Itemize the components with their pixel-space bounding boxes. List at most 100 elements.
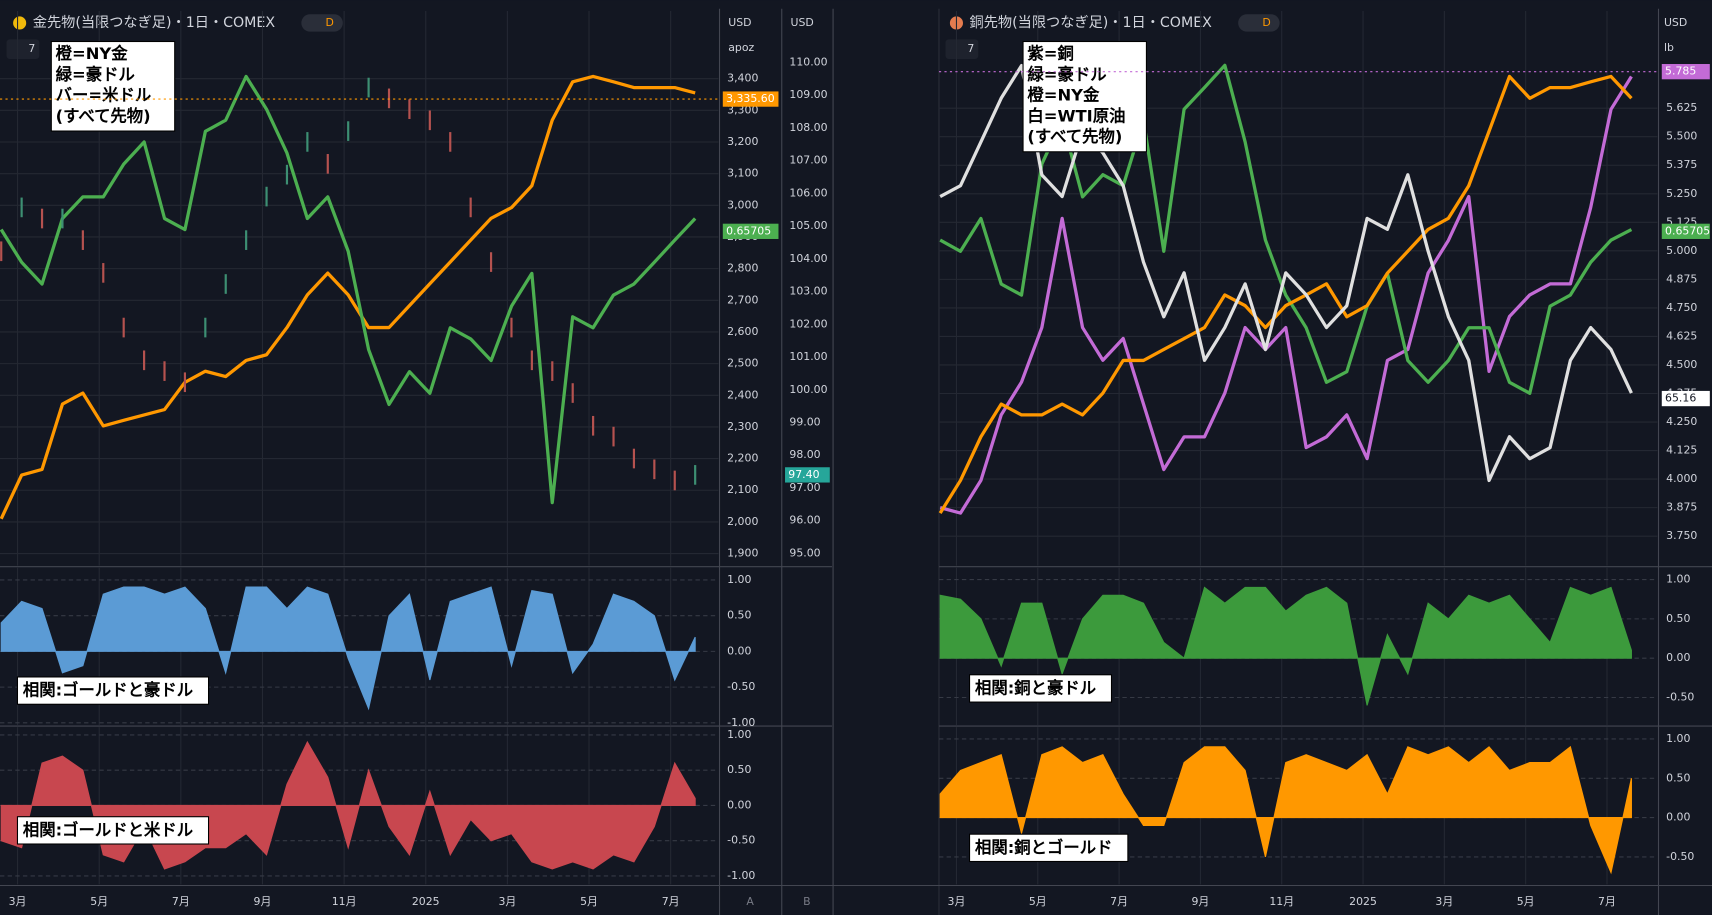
y-tick-label: -0.50 [1666, 850, 1694, 863]
price-bar [469, 197, 472, 218]
price-bar [367, 77, 370, 98]
legend-entry: 橙=NY金 [56, 44, 129, 63]
axis-currency: USD [728, 16, 751, 29]
y-tick-label: 0.50 [727, 763, 751, 776]
price-bar [183, 372, 187, 393]
y-tick-label: 4.250 [1666, 415, 1697, 428]
correlation-label: 相関:ゴールドと豪ドル [23, 681, 193, 700]
y-tick-label: 0.50 [727, 609, 751, 622]
y-tick-label: 0.00 [1666, 651, 1690, 664]
x-tick-label: 5月 [90, 895, 108, 908]
price-bar [347, 121, 350, 141]
y2-tick-label: 100.00 [789, 383, 827, 396]
price-bar [673, 470, 676, 491]
legend-entry: 紫=銅 [1027, 44, 1073, 63]
series-line [938, 74, 1633, 514]
price-bar [612, 426, 615, 447]
y-tick-label: 4.500 [1666, 358, 1697, 371]
y2-tick-label: 109.00 [789, 88, 827, 101]
price-label: 97.40 [788, 468, 819, 481]
price-label-box [785, 467, 830, 483]
x-tick-label: 3月 [498, 895, 516, 908]
y2-tick-label: 104.00 [789, 252, 827, 265]
correlation-label: 相関:ゴールドと米ドル [23, 820, 193, 839]
y-tick-label: 2,500 [727, 357, 758, 370]
y-tick-label: 4.125 [1666, 444, 1697, 457]
y2-tick-label: 98.00 [789, 448, 820, 461]
y-tick-label: 0.50 [1666, 771, 1690, 784]
price-bar [449, 132, 452, 152]
price-bar [530, 350, 533, 371]
correlation-label-box [16, 676, 210, 705]
y-tick-label: 2,000 [727, 515, 758, 528]
y2-tick-label: 99.00 [789, 416, 820, 429]
legend-box [50, 40, 176, 132]
interval-pill[interactable] [301, 14, 343, 32]
legend-box [1022, 40, 1147, 153]
collapse-button[interactable] [6, 39, 40, 59]
price-bar [61, 208, 64, 229]
series-line [939, 64, 1633, 483]
price-label: 5.785 [1665, 65, 1696, 78]
y2-tick-label: 106.00 [789, 186, 827, 199]
price-label: 3,335.60 [726, 92, 775, 105]
series-line [0, 74, 696, 520]
y-tick-label: 5.250 [1666, 187, 1697, 200]
y-tick-label: 0.00 [1666, 811, 1690, 824]
y-tick-label: 5.000 [1666, 244, 1697, 257]
y-tick-label: 3.875 [1666, 501, 1697, 514]
price-bar [571, 383, 574, 403]
interval-pill[interactable] [1238, 14, 1280, 32]
y2-tick-label: 107.00 [789, 154, 827, 167]
correlation-area [939, 745, 1632, 875]
price-bar [122, 317, 125, 338]
price-bar [551, 361, 554, 381]
y-tick-label: 3,000 [727, 198, 758, 211]
price-label: 0.65705 [1665, 224, 1710, 237]
y2-tick-label: 110.00 [789, 55, 827, 68]
axis-unit: apoz [728, 41, 754, 54]
y-tick-label: 2,700 [727, 293, 758, 306]
price-label-box [1661, 223, 1710, 239]
price-label-box [722, 223, 779, 239]
collapse-count: 7 [967, 42, 974, 55]
y-tick-label: -1.00 [727, 869, 755, 882]
x-tick-label: 5月 [1517, 895, 1535, 908]
x-tick-label: 5月 [1029, 895, 1047, 908]
collapse-button[interactable] [945, 39, 979, 59]
legend-entry: 白=WTI原油 [1027, 106, 1125, 125]
price-bar [632, 448, 636, 469]
correlation-label-box [16, 816, 210, 845]
x-tick-label: 7月 [172, 895, 190, 908]
y2-tick-label: 103.00 [789, 285, 827, 298]
scale-button[interactable]: A [746, 895, 754, 908]
y-tick-label: -1.00 [727, 716, 755, 729]
chart-title: 銅先物(当限つなぎ足)・1日・COMEX [970, 15, 1213, 31]
y-tick-label: 0.00 [727, 798, 751, 811]
y-tick-label: 2,600 [727, 325, 758, 338]
y-tick-label: 4.875 [1666, 272, 1697, 285]
y-tick-label: -0.50 [727, 680, 755, 693]
legend-entry: 緑=豪ドル [1027, 65, 1106, 84]
x-tick-label: 3月 [948, 895, 966, 908]
y2-tick-label: 102.00 [789, 317, 827, 330]
symbol-icon [13, 16, 27, 30]
legend-entry: 緑=豪ドル [56, 65, 135, 84]
price-label: 0.65705 [726, 224, 771, 237]
x-tick-label: 3月 [9, 895, 27, 908]
price-bar [653, 459, 656, 480]
axis-currency: USD [1664, 16, 1687, 29]
y-tick-label: 5.500 [1666, 130, 1697, 143]
price-bar [265, 186, 268, 207]
scale-button[interactable]: B [803, 895, 810, 908]
price-bar [163, 361, 166, 381]
interval: D [1262, 16, 1270, 29]
y-tick-label: -0.50 [1666, 690, 1694, 703]
price-bar [40, 208, 44, 229]
y-tick-label: 5.375 [1666, 158, 1697, 171]
correlation-area [939, 586, 1632, 706]
x-tick-label: 2025 [1349, 895, 1377, 908]
price-label: 65.16 [1665, 392, 1696, 405]
axis-currency: USD [790, 16, 813, 29]
y-tick-label: 1,900 [727, 547, 758, 560]
